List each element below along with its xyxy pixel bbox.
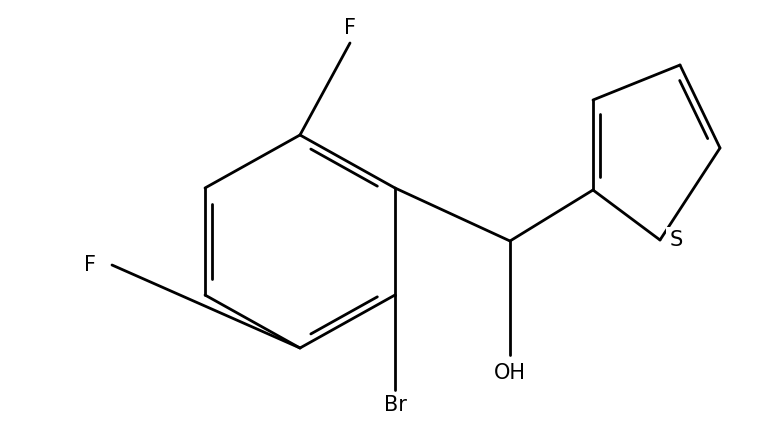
Text: Br: Br xyxy=(383,395,406,415)
Text: OH: OH xyxy=(494,363,526,383)
Text: F: F xyxy=(84,255,96,275)
Text: F: F xyxy=(344,18,356,38)
Text: S: S xyxy=(669,230,682,250)
